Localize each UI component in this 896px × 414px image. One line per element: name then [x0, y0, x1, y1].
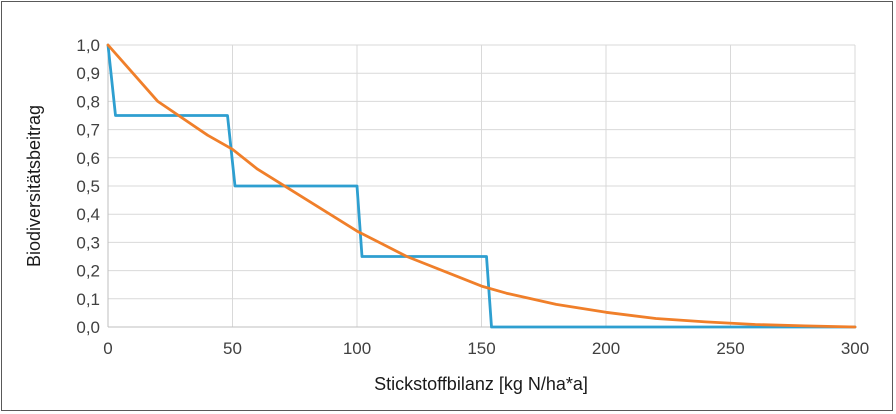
- y-tick-label: 0,7: [76, 121, 100, 140]
- x-axis-title: Stickstoffbilanz [kg N/ha*a]: [374, 374, 588, 394]
- y-tick-label: 1,0: [76, 36, 100, 55]
- tick-layer: 0,0 0,1 0,2 0,3 0,4 0,5 0,6 0,7 0,8 0,9 1,0 0 50 100 1…: [76, 36, 869, 358]
- y-tick-label: 0,8: [76, 92, 100, 111]
- x-tick-label: 0: [103, 339, 112, 358]
- x-tick-label: 50: [223, 339, 242, 358]
- y-tick-label: 0,9: [76, 64, 100, 83]
- series-line-2: [106, 43, 857, 329]
- x-tick-label: 300: [841, 339, 869, 358]
- grid-layer: [107, 44, 856, 328]
- series-line-1: [106, 43, 857, 329]
- y-tick-label: 0,5: [76, 177, 100, 196]
- series-layer: [106, 43, 857, 329]
- x-tick-label: 200: [592, 339, 620, 358]
- y-tick-label: 0,6: [76, 149, 100, 168]
- x-tick-label: 100: [343, 339, 371, 358]
- x-tick-label: 150: [467, 339, 495, 358]
- y-axis-title: Biodiversitätsbeitrag: [24, 105, 44, 267]
- y-tick-label: 0,4: [76, 205, 100, 224]
- y-tick-label: 0,0: [76, 318, 100, 337]
- y-tick-label: 0,2: [76, 262, 100, 281]
- y-tick-label: 0,1: [76, 290, 100, 309]
- x-tick-label: 250: [716, 339, 744, 358]
- y-tick-label: 0,3: [76, 233, 100, 252]
